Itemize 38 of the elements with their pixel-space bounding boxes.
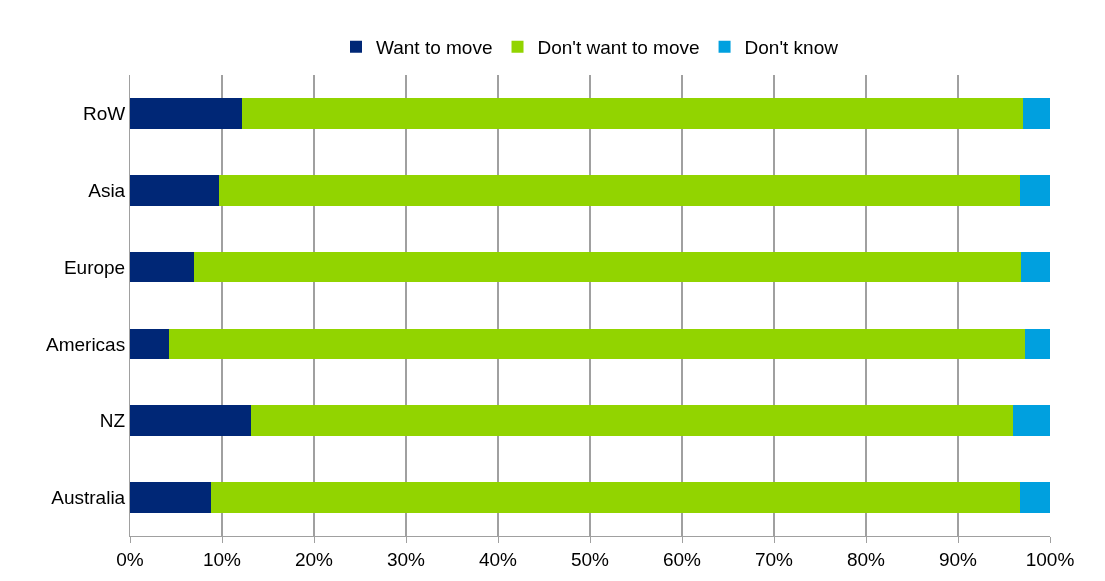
bar: [219, 174, 1020, 206]
bar: [168, 328, 1026, 360]
bar: [130, 328, 169, 360]
bar: [194, 251, 1022, 283]
legend-label: Don't want to move: [537, 37, 700, 59]
bar: [250, 405, 1014, 437]
bar: [1013, 405, 1050, 437]
y-tick-label: Americas: [46, 333, 126, 355]
bar: [130, 251, 195, 283]
bar: [1025, 328, 1050, 360]
x-tick-label: 50%: [570, 548, 610, 570]
y-tick-label: Australia: [51, 487, 126, 509]
bar: [1019, 482, 1050, 513]
y-tick-label: RoW: [82, 103, 126, 125]
y-tick-label: Asia: [88, 179, 126, 201]
bar: [130, 98, 243, 129]
x-tick-label: 10%: [202, 548, 242, 570]
x-tick-label: 70%: [754, 548, 794, 570]
y-tick-label: NZ: [99, 410, 126, 432]
bar: [1021, 251, 1050, 283]
bar: [1023, 98, 1050, 129]
bar: [1019, 174, 1050, 206]
x-tick-label: 60%: [662, 548, 702, 570]
y-tick-label: Europe: [63, 256, 126, 278]
x-tick-label: 90%: [938, 548, 978, 570]
x-tick-label: 40%: [478, 548, 518, 570]
bar: [130, 482, 211, 513]
bar: [210, 482, 1020, 513]
x-tick-label: 20%: [294, 548, 334, 570]
bar: [130, 174, 220, 206]
x-tick-label: 100%: [1025, 548, 1075, 570]
legend-label: Want to move: [376, 37, 493, 59]
legend-label: Don't know: [744, 37, 839, 59]
x-tick-label: 30%: [386, 548, 426, 570]
bar: [130, 405, 251, 437]
x-tick-label: 0%: [116, 548, 144, 570]
bar: [242, 98, 1024, 129]
x-tick-label: 80%: [846, 548, 886, 570]
